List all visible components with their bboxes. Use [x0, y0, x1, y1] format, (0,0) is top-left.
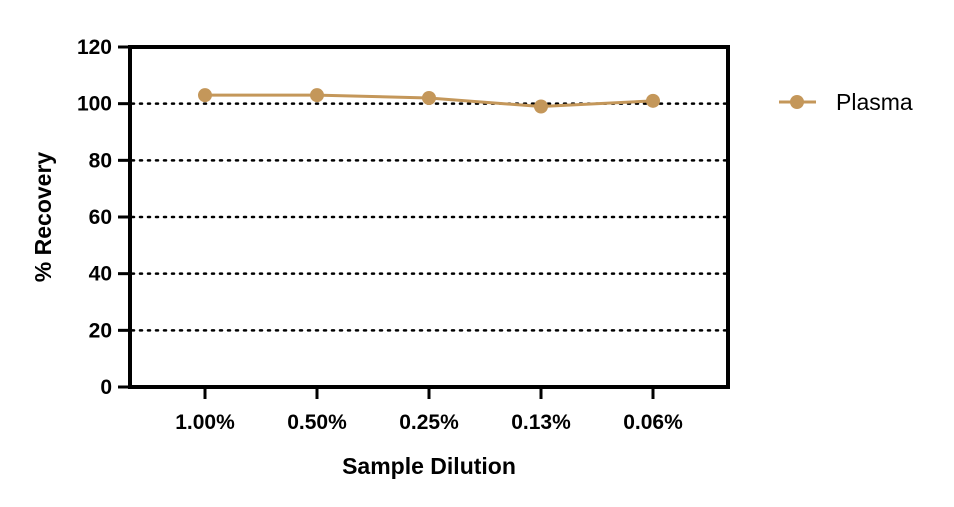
x-tick-label: 1.00%	[175, 411, 235, 434]
x-tick-label: 0.50%	[287, 411, 347, 434]
legend: Plasma	[779, 89, 913, 115]
y-tick-label: 60	[89, 206, 112, 229]
y-tick-label: 20	[89, 319, 112, 342]
x-axis-title: Sample Dilution	[342, 453, 516, 479]
y-tick-label: 0	[100, 376, 112, 399]
y-tick-label: 120	[77, 36, 112, 59]
x-tick-label: 0.06%	[623, 411, 683, 434]
y-tick-label: 100	[77, 93, 112, 116]
series-plasma	[198, 88, 660, 114]
x-tick-label: 0.25%	[399, 411, 459, 434]
y-tick-label: 40	[89, 263, 112, 286]
data-point	[646, 93, 660, 108]
y-tick-label: 80	[89, 149, 112, 172]
x-tick-label: 0.13%	[511, 411, 571, 434]
x-axis: 1.00% 0.50% 0.25% 0.13% 0.06%	[175, 387, 683, 434]
legend-label-plasma: Plasma	[836, 89, 913, 115]
data-point	[534, 99, 548, 114]
data-point	[310, 88, 324, 103]
grid-lines	[130, 102, 728, 332]
y-axis: 0 20 40 60 80 100 120	[77, 36, 130, 399]
y-axis-title: % Recovery	[30, 152, 56, 283]
data-point	[422, 91, 436, 105]
legend-marker	[790, 95, 804, 109]
data-point	[198, 88, 212, 103]
